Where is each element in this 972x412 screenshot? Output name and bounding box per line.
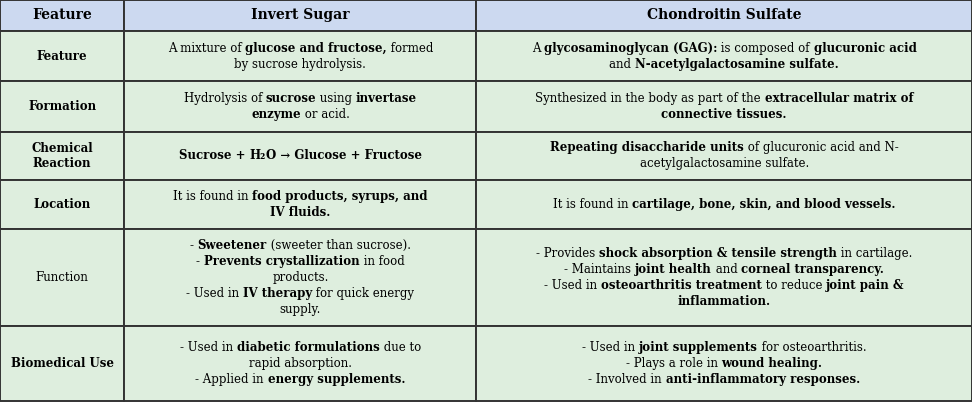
Bar: [0, 0, 124, 30]
Bar: [124, 0, 476, 30]
Text: wound healing.: wound healing.: [721, 357, 822, 370]
Text: by sucrose hydrolysis.: by sucrose hydrolysis.: [234, 58, 366, 70]
Text: Sweetener: Sweetener: [197, 239, 267, 253]
Text: is composed of: is composed of: [717, 42, 814, 54]
Text: corneal transparency.: corneal transparency.: [742, 263, 885, 276]
Text: connective tissues.: connective tissues.: [661, 108, 787, 121]
Text: IV fluids.: IV fluids.: [270, 206, 330, 219]
Text: food products, syrups, and: food products, syrups, and: [252, 190, 428, 203]
Text: products.: products.: [272, 271, 329, 284]
Bar: [0, 132, 124, 180]
Text: Invert Sugar: Invert Sugar: [251, 8, 350, 22]
Text: Chemical
Reaction: Chemical Reaction: [31, 142, 93, 170]
Text: Hydrolysis of: Hydrolysis of: [184, 92, 265, 105]
Text: - Used in: - Used in: [180, 342, 237, 354]
Text: Prevents crystallization: Prevents crystallization: [204, 255, 360, 268]
Bar: [0, 229, 124, 326]
Text: supply.: supply.: [280, 303, 321, 316]
Text: joint pain &: joint pain &: [826, 279, 904, 292]
Text: H₂: H₂: [250, 149, 265, 162]
Text: due to: due to: [379, 342, 421, 354]
Text: N-acetylgalactosamine sulfate.: N-acetylgalactosamine sulfate.: [635, 58, 839, 70]
Text: sucrose: sucrose: [265, 92, 316, 105]
Bar: [124, 30, 476, 82]
Text: osteoarthritis treatment: osteoarthritis treatment: [601, 279, 762, 292]
Bar: [476, 229, 972, 326]
Text: - Involved in: - Involved in: [588, 373, 666, 386]
Text: using: using: [316, 92, 356, 105]
Text: glucose and fructose,: glucose and fructose,: [245, 42, 387, 54]
Bar: [476, 180, 972, 229]
Text: Biomedical Use: Biomedical Use: [11, 357, 114, 370]
Bar: [476, 326, 972, 401]
Text: -: -: [190, 239, 197, 253]
Text: O → Glucose + Fructose: O → Glucose + Fructose: [265, 149, 422, 162]
Text: It is found in: It is found in: [553, 198, 632, 211]
Text: and: and: [609, 58, 635, 70]
Text: Location: Location: [34, 198, 90, 211]
Text: Feature: Feature: [37, 49, 87, 63]
Text: A: A: [532, 42, 544, 54]
Text: formed: formed: [387, 42, 434, 54]
Bar: [0, 180, 124, 229]
Text: of glucuronic acid and N-: of glucuronic acid and N-: [744, 141, 898, 154]
Text: - Used in: - Used in: [187, 287, 243, 300]
Bar: [476, 132, 972, 180]
Text: for osteoarthritis.: for osteoarthritis.: [758, 342, 866, 354]
Text: - Provides: - Provides: [536, 247, 599, 260]
Bar: [124, 82, 476, 132]
Bar: [0, 326, 124, 401]
Bar: [124, 132, 476, 180]
Text: Function: Function: [36, 271, 88, 284]
Text: It is found in: It is found in: [173, 190, 252, 203]
Text: glycosaminoglycan (GAG):: glycosaminoglycan (GAG):: [544, 42, 717, 54]
Text: A mixture of: A mixture of: [167, 42, 245, 54]
Text: or acid.: or acid.: [300, 108, 350, 121]
Text: inflammation.: inflammation.: [677, 295, 771, 308]
Text: in cartilage.: in cartilage.: [837, 247, 913, 260]
Bar: [0, 30, 124, 82]
Text: Synthesized in the body as part of the: Synthesized in the body as part of the: [536, 92, 765, 105]
Bar: [0, 82, 124, 132]
Text: - Applied in: - Applied in: [195, 373, 267, 386]
Text: Chondroitin Sulfate: Chondroitin Sulfate: [647, 8, 801, 22]
Text: cartilage, bone, skin, and blood vessels.: cartilage, bone, skin, and blood vessels…: [632, 198, 895, 211]
Text: Formation: Formation: [28, 100, 96, 113]
Text: IV therapy: IV therapy: [243, 287, 312, 300]
Text: Sucrose +: Sucrose +: [179, 149, 250, 162]
Text: - Used in: - Used in: [582, 342, 639, 354]
Text: rapid absorption.: rapid absorption.: [249, 357, 352, 370]
Bar: [124, 180, 476, 229]
Text: (sweeter than sucrose).: (sweeter than sucrose).: [267, 239, 411, 253]
Text: acetylgalactosamine sulfate.: acetylgalactosamine sulfate.: [640, 157, 809, 170]
Text: joint health: joint health: [635, 263, 712, 276]
Bar: [476, 0, 972, 30]
Text: Repeating disaccharide units: Repeating disaccharide units: [550, 141, 744, 154]
Bar: [124, 229, 476, 326]
Bar: [124, 326, 476, 401]
Bar: [476, 82, 972, 132]
Text: shock absorption & tensile strength: shock absorption & tensile strength: [599, 247, 837, 260]
Text: enzyme: enzyme: [251, 108, 300, 121]
Text: in food: in food: [360, 255, 404, 268]
Text: joint supplements: joint supplements: [639, 342, 758, 354]
Text: to reduce: to reduce: [762, 279, 826, 292]
Text: anti-inflammatory responses.: anti-inflammatory responses.: [666, 373, 860, 386]
Text: and: and: [712, 263, 742, 276]
Text: for quick energy: for quick energy: [312, 287, 414, 300]
Text: -: -: [196, 255, 204, 268]
Text: diabetic formulations: diabetic formulations: [237, 342, 379, 354]
Text: invertase: invertase: [356, 92, 417, 105]
Text: extracellular matrix of: extracellular matrix of: [765, 92, 913, 105]
Text: - Plays a role in: - Plays a role in: [626, 357, 721, 370]
Text: - Used in: - Used in: [544, 279, 601, 292]
Bar: [476, 30, 972, 82]
Text: Feature: Feature: [32, 8, 92, 22]
Text: energy supplements.: energy supplements.: [267, 373, 405, 386]
Text: - Maintains: - Maintains: [564, 263, 635, 276]
Text: glucuronic acid: glucuronic acid: [814, 42, 917, 54]
